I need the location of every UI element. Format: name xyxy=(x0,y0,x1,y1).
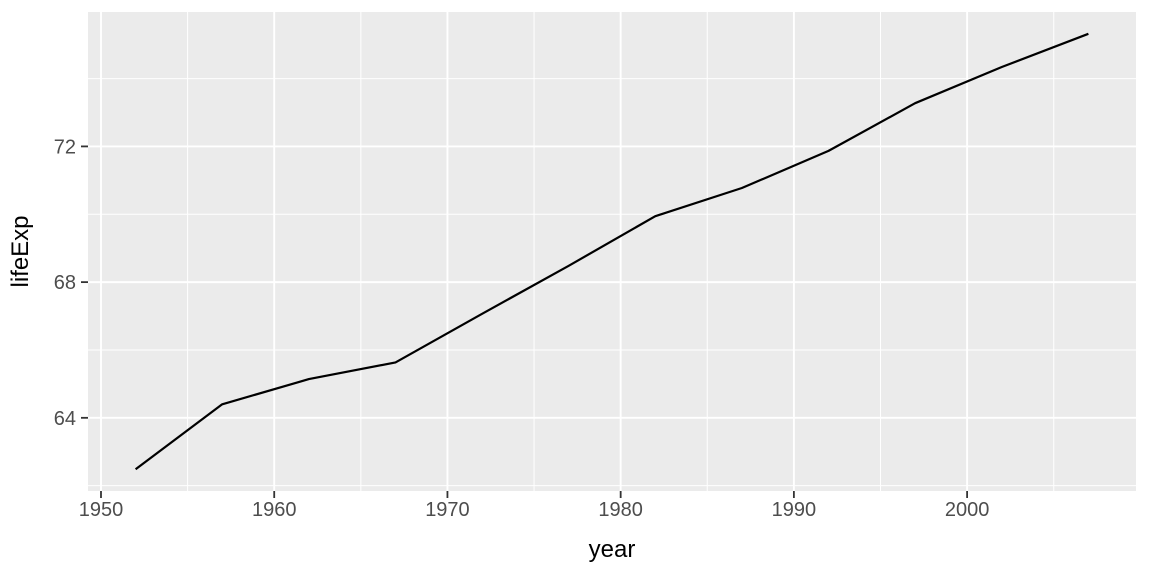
x-axis-tick-label: 1980 xyxy=(598,499,643,521)
lifeexp-line-series xyxy=(134,32,1089,471)
y-axis-tick-label: 72 xyxy=(54,136,76,158)
x-axis-tick-label: 1990 xyxy=(772,499,817,521)
y-axis-tick-labels: 64 68 72 xyxy=(54,136,76,429)
major-gridlines xyxy=(88,12,1136,491)
axis-tick-marks xyxy=(81,145,969,498)
x-axis-tick-labels: 1950 1960 1970 1980 1990 2000 xyxy=(79,499,990,521)
y-axis-tick-label: 64 xyxy=(54,408,76,430)
x-axis-tick-label: 2000 xyxy=(945,499,990,521)
minor-gridlines xyxy=(88,12,1136,491)
plot-panel-background xyxy=(88,12,1136,491)
x-axis-tick-label: 1950 xyxy=(79,499,124,521)
x-axis-tick-label: 1960 xyxy=(252,499,297,521)
x-axis-tick-label: 1970 xyxy=(425,499,470,521)
y-axis-tick-label: 68 xyxy=(54,272,76,294)
y-axis-title: lifeExp xyxy=(7,215,34,287)
x-axis-title: year xyxy=(589,536,636,563)
